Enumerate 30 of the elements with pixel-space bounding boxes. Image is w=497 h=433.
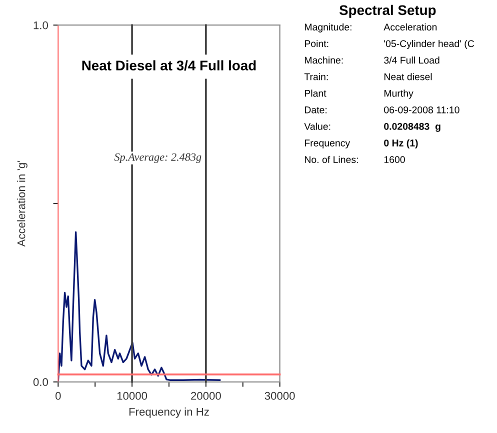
text: Acceleration [384,23,437,31]
text: Neat Diesel at 3/4 Full load [82,60,256,71]
text: Machine: [304,56,343,64]
text: Spectral Setup [339,4,436,18]
text: Murthy [384,90,414,99]
text: Train: [304,73,328,80]
text: Point: [304,40,328,48]
y-tick-label: 0.0 [33,378,48,386]
text: 1600 [384,156,405,164]
text: 3/4 Full Load [384,56,440,64]
x-tick-label: 10000 [117,392,148,400]
x-tick-label: 30000 [264,392,295,400]
text: No. of Lines: [304,156,358,164]
text: Date: [304,106,327,114]
y-tick-label: 1.0 [34,21,48,30]
text: 0.0208483 g [384,122,440,132]
text: Frequency [304,140,350,148]
text: 0 Hz (1) [384,139,418,148]
text: Value: [304,122,330,130]
text: Plant [304,90,326,97]
x-tick-label: 0 [55,392,61,400]
text: Magnitude: [304,23,352,32]
annotation: Sp.Average: 2.483g [114,153,202,164]
y-axis-title: Acceleration in 'g' [17,160,28,247]
text: 06-09-2008 11:10 [384,106,460,114]
line-series [58,231,221,382]
x-axis-title: Frequency in Hz [129,408,209,418]
text: Neat diesel [384,73,432,80]
x-tick-label: 20000 [191,392,221,400]
text: '05-Cylinder head' (C [384,40,474,50]
